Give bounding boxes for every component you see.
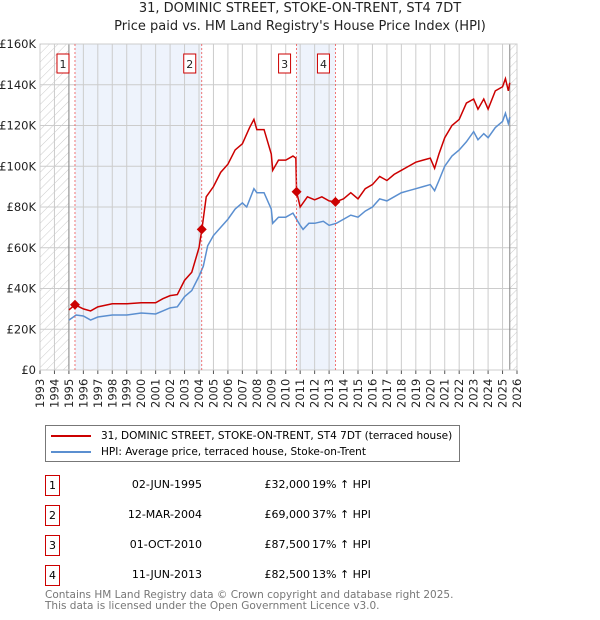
x-tick-label: 1996 [76,379,90,408]
sale-row: 1 02-JUN-1995 £32,000 19% ↑ HPI [45,475,465,496]
sale-hpi-diff: 19% ↑ HPI [312,478,371,491]
hpi-line [68,110,511,321]
legend-item-property: 31, DOMINIC STREET, STOKE-ON-TRENT, ST4 … [51,430,452,442]
x-tick-label: 2013 [322,379,336,408]
legend-label: HPI: Average price, terraced house, Stok… [101,446,366,458]
x-tick-label: 1993 [33,379,47,408]
x-tick-label: 1995 [62,379,76,408]
sale-label-box [316,53,330,74]
x-tick-label: 2001 [149,379,163,408]
sale-number: 1 [45,475,60,496]
x-tick-label: 2016 [365,379,379,408]
sale-date: 11-JUN-2013 [131,568,202,581]
sale-row: 2 12-MAR-2004 £69,000 37% ↑ HPI [45,505,465,526]
x-tick-label: 1997 [91,379,105,408]
sale-label-box [56,53,70,74]
sale-label: 1 [59,58,66,71]
chart-legend: 31, DOMINIC STREET, STOKE-ON-TRENT, ST4 … [45,425,460,462]
legend-label: 31, DOMINIC STREET, STOKE-ON-TRENT, ST4 … [101,430,453,442]
x-tick-label: 2018 [394,379,408,408]
x-tick-label: 2002 [163,379,177,408]
sale-number: 4 [45,565,60,586]
x-tick-label: 2007 [235,379,249,408]
sale-marker [330,196,341,207]
x-tick-label: 2025 [496,379,510,408]
x-tick-label: 2005 [206,379,220,408]
property-line [68,75,511,312]
price-chart: £0 £20K £40K £60K £80K £100K £120K £140K £160K 19… [0,37,524,408]
x-tick-label: 2011 [293,379,307,408]
x-tick-label: 2023 [467,379,481,408]
y-tick-label: £100K [0,159,36,173]
x-tick-label: 1999 [120,379,134,408]
sale-date: 01-OCT-2010 [129,538,202,551]
sale-label-box [183,53,197,74]
x-tick-label: 2019 [409,379,423,408]
sale-row: 3 01-OCT-2010 £87,500 17% ↑ HPI [45,535,465,556]
x-tick-label: 2015 [351,379,365,408]
x-tick-label: 2022 [452,379,466,408]
sale-row: 4 11-JUN-2013 £82,500 13% ↑ HPI [45,565,465,586]
sale-marker [291,186,302,197]
x-tick-label: 2008 [250,379,264,408]
sale-price: £32,000 [264,478,311,491]
x-tick-label: 2017 [380,379,394,408]
sale-hpi-diff: 37% ↑ HPI [312,508,371,521]
sale-marker [196,224,207,235]
sale-label: 2 [186,58,193,71]
chart-subtitle: Price paid vs. HM Land Registry's House … [114,19,486,34]
y-tick-label: £40K [7,282,37,296]
x-tick-label: 2014 [337,379,351,408]
x-tick-label: 2020 [423,379,437,408]
sale-price: £69,000 [264,508,311,521]
sale-date: 12-MAR-2004 [127,508,202,521]
x-tick-label: 2003 [178,379,192,408]
footer-line-1: Contains HM Land Registry data © Crown c… [45,589,454,601]
x-tick-label: 2010 [279,379,293,408]
sale-label: 3 [281,58,288,71]
y-tick-label: £140K [0,78,36,92]
chart-title: 31, DOMINIC STREET, STOKE-ON-TRENT, ST4 … [138,1,462,16]
y-tick-label: £0 [21,363,36,377]
y-tick-label: £80K [7,200,37,214]
sale-label: 4 [320,58,327,71]
x-tick-label: 2004 [192,379,206,408]
y-tick-label: £160K [0,37,36,51]
x-tick-label: 2000 [134,379,148,408]
sale-number: 3 [45,535,60,556]
x-tick-label: 2024 [481,379,495,408]
sale-price: £87,500 [264,538,311,551]
x-tick-label: 2021 [438,379,452,408]
x-tick-label: 2012 [308,379,322,408]
sale-number: 2 [45,505,60,526]
x-tick-label: 2026 [510,379,524,408]
y-tick-label: £120K [0,119,36,133]
plot-border [39,43,518,371]
x-tick-label: 2009 [264,379,278,408]
sale-hpi-diff: 17% ↑ HPI [312,538,371,551]
legend-item-hpi: HPI: Average price, terraced house, Stok… [51,446,366,458]
sale-date: 02-JUN-1995 [131,478,202,491]
x-tick-label: 1994 [47,379,61,408]
footer-line-2: This data is licensed under the Open Gov… [45,600,380,612]
y-tick-label: £60K [7,241,37,255]
y-tick-label: £20K [7,322,37,336]
x-tick-label: 1998 [105,379,119,408]
sale-hpi-diff: 13% ↑ HPI [312,568,371,581]
sale-label-box [278,53,292,74]
x-tick-label: 2006 [221,379,235,408]
sale-marker [69,299,80,310]
sale-price: £82,500 [264,568,311,581]
